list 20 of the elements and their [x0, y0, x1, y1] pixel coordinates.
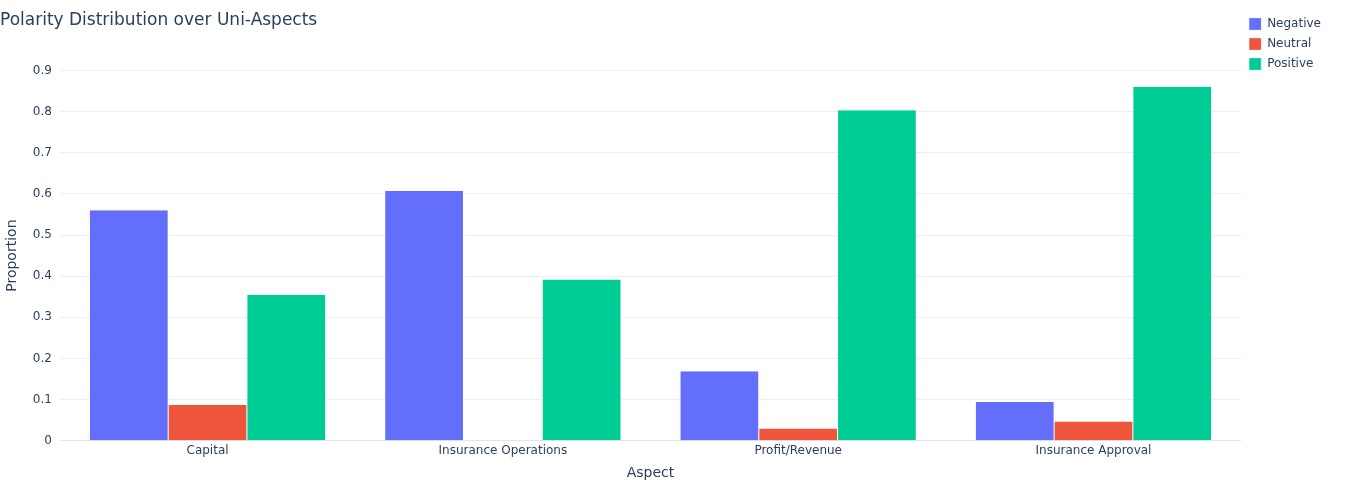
y-tick-label: 0.5: [32, 227, 52, 242]
y-tick-label: 0.1: [32, 391, 52, 406]
x-tick-label: Profit/Revenue: [754, 443, 842, 458]
y-tick-label: 0.7: [32, 144, 52, 159]
legend-label: Negative: [1267, 16, 1322, 31]
x-tick-label: Capital: [186, 443, 229, 458]
x-tick-label: Insurance Operations: [438, 443, 568, 458]
x-tick-label: Insurance Approval: [1035, 443, 1152, 458]
y-axis-title: Proportion: [3, 219, 20, 292]
y-tick-label: 0.2: [32, 350, 52, 365]
y-tick-label: 0.3: [32, 309, 52, 324]
y-tick-label: 0: [44, 432, 52, 447]
y-tick-label: 0.8: [32, 103, 52, 118]
y-tick-label: 0.6: [32, 185, 52, 200]
x-axis-title: Aspect: [626, 464, 675, 481]
legend-label: Neutral: [1267, 36, 1312, 51]
y-tick-label: 0.4: [32, 268, 52, 283]
legend-label: Positive: [1267, 56, 1314, 71]
y-tick-label: 0.9: [32, 62, 52, 77]
chart-title: Polarity Distribution over Uni-Aspects: [0, 8, 318, 29]
